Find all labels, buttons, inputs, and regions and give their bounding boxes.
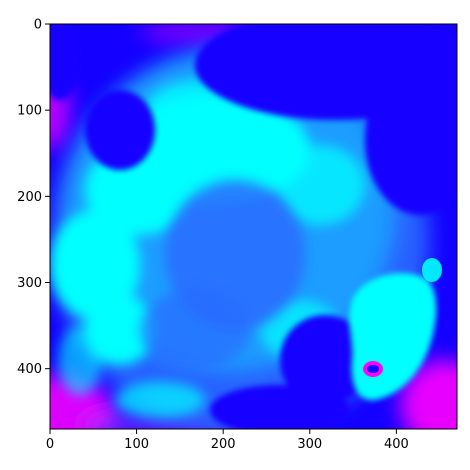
x-axis: 0 100 200 300 400 — [46, 429, 409, 452]
dark-interior — [140, 180, 305, 370]
y-tick-label: 0 — [34, 18, 42, 33]
y-tick-label: 300 — [17, 276, 42, 291]
plot-frame — [49, 23, 458, 430]
y-tick-label: 400 — [17, 362, 42, 377]
dark-voids — [50, 24, 457, 429]
x-tick-label: 200 — [211, 437, 236, 452]
cyan-lobe — [349, 258, 442, 401]
x-tick-label: 400 — [384, 437, 409, 452]
y-tick-label: 200 — [17, 190, 42, 205]
y-tick-label: 100 — [17, 104, 42, 119]
x-tick-label: 300 — [297, 437, 322, 452]
x-tick-label: 100 — [124, 437, 149, 452]
heatmap-image — [50, 24, 457, 429]
x-tick-label: 0 — [46, 437, 54, 452]
y-axis: 0 100 200 300 400 — [17, 18, 50, 377]
